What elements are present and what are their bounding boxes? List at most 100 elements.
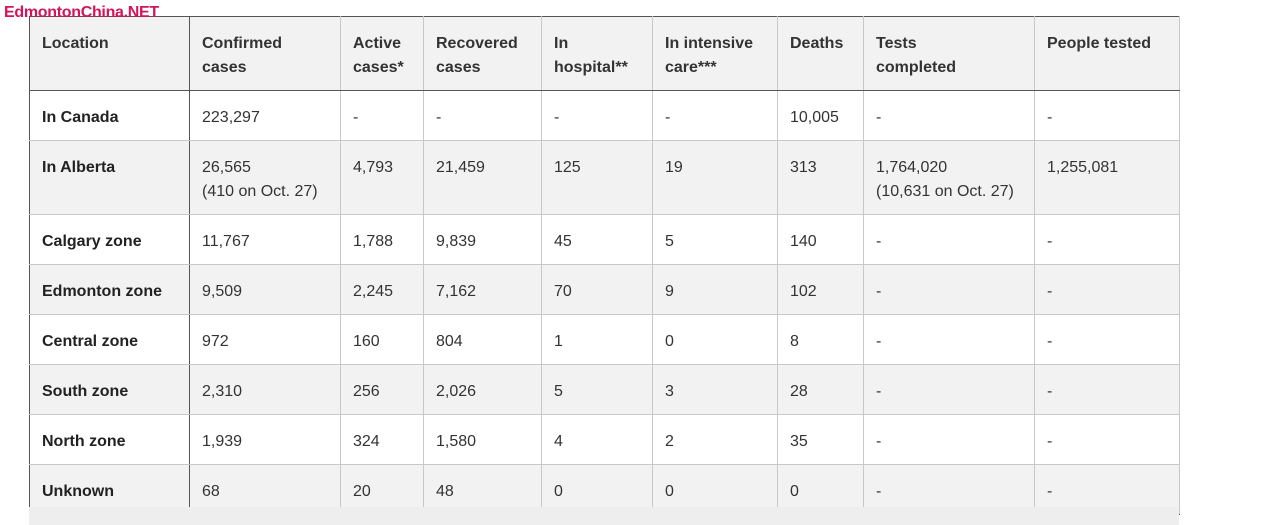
cell-tests: - <box>863 364 1035 415</box>
cell-deaths: 28 <box>777 364 864 415</box>
cell-confirmed: 26,565 (410 on Oct. 27) <box>189 140 341 215</box>
header-active-line2: cases* <box>353 59 404 76</box>
header-icu-line2: care*** <box>665 59 717 76</box>
cell-deaths: 313 <box>777 140 864 215</box>
cell-icu: 0 <box>652 314 778 365</box>
cell-confirmed: 9,509 <box>189 264 341 315</box>
cell-location: Unknown <box>29 464 190 515</box>
cell-people-tested: - <box>1034 464 1180 515</box>
cell-tests-daily: (10,631 on Oct. 27) <box>876 183 1014 200</box>
cell-tests: - <box>863 414 1035 465</box>
header-icu: In intensive care*** <box>652 16 778 91</box>
cell-recovered: 1,580 <box>423 414 542 465</box>
cell-location: In Canada <box>29 90 190 141</box>
cell-icu: 5 <box>652 214 778 265</box>
cell-recovered: 9,839 <box>423 214 542 265</box>
header-confirmed: Confirmed cases <box>189 16 341 91</box>
header-recovered-line2: cases <box>436 59 481 76</box>
header-people-tested: People tested <box>1034 16 1180 91</box>
cell-active: 256 <box>340 364 424 415</box>
cell-active: 1,788 <box>340 214 424 265</box>
table-row: Central zone 972 160 804 1 0 8 - - <box>29 314 1180 365</box>
cell-location: Central zone <box>29 314 190 365</box>
header-hospital: In hospital** <box>541 16 653 91</box>
cell-active: 2,245 <box>340 264 424 315</box>
header-active: Active cases* <box>340 16 424 91</box>
cell-hospital: 5 <box>541 364 653 415</box>
cell-people-tested: - <box>1034 214 1180 265</box>
cell-active: 324 <box>340 414 424 465</box>
cell-hospital: - <box>541 90 653 141</box>
cell-confirmed: 11,767 <box>189 214 341 265</box>
header-row: Location Confirmed cases Active cases* R… <box>29 16 1180 91</box>
table-header: Location Confirmed cases Active cases* R… <box>29 16 1180 91</box>
header-recovered-line1: Recovered <box>436 35 518 52</box>
cell-icu: - <box>652 90 778 141</box>
table-row: South zone 2,310 256 2,026 5 3 28 - - <box>29 364 1180 415</box>
cell-location: In Alberta <box>29 140 190 215</box>
cell-deaths: 10,005 <box>777 90 864 141</box>
cell-icu: 9 <box>652 264 778 315</box>
header-confirmed-line2: cases <box>202 59 247 76</box>
cell-hospital: 4 <box>541 414 653 465</box>
cell-tests: - <box>863 314 1035 365</box>
cell-tests: - <box>863 90 1035 141</box>
table-row: In Canada 223,297 - - - - 10,005 - - <box>29 90 1180 141</box>
header-active-line1: Active <box>353 35 402 52</box>
cell-people-tested: - <box>1034 364 1180 415</box>
cell-recovered: 2,026 <box>423 364 542 415</box>
header-tests-line1: Tests <box>876 35 917 52</box>
cell-recovered: 804 <box>423 314 542 365</box>
cell-deaths: 140 <box>777 214 864 265</box>
cell-hospital: 1 <box>541 314 653 365</box>
cell-confirmed-daily: (410 on Oct. 27) <box>202 183 318 200</box>
cell-hospital: 45 <box>541 214 653 265</box>
cell-tests-value: 1,764,020 <box>876 159 948 176</box>
table-row: Unknown 68 20 48 0 0 0 - - <box>29 464 1180 515</box>
header-hospital-line2: hospital** <box>554 59 628 76</box>
header-icu-line1: In intensive <box>665 35 754 52</box>
covid-stats-table-container: Location Confirmed cases Active cases* R… <box>29 16 1180 515</box>
cell-hospital: 125 <box>541 140 653 215</box>
table-row: Calgary zone 11,767 1,788 9,839 45 5 140… <box>29 214 1180 265</box>
cell-people-tested: - <box>1034 90 1180 141</box>
cell-hospital: 70 <box>541 264 653 315</box>
cell-icu: 0 <box>652 464 778 515</box>
cell-people-tested: - <box>1034 314 1180 365</box>
cell-tests: 1,764,020 (10,631 on Oct. 27) <box>863 140 1035 215</box>
cell-recovered: 21,459 <box>423 140 542 215</box>
header-hospital-line1: In <box>554 35 569 52</box>
cell-icu: 2 <box>652 414 778 465</box>
cell-icu: 3 <box>652 364 778 415</box>
cell-location: Edmonton zone <box>29 264 190 315</box>
cell-tests: - <box>863 264 1035 315</box>
cell-confirmed: 972 <box>189 314 341 365</box>
cell-deaths: 0 <box>777 464 864 515</box>
table-row: Edmonton zone 9,509 2,245 7,162 70 9 102… <box>29 264 1180 315</box>
header-deaths: Deaths <box>777 16 864 91</box>
cell-people-tested: 1,255,081 <box>1034 140 1180 215</box>
cell-confirmed: 68 <box>189 464 341 515</box>
cell-tests: - <box>863 214 1035 265</box>
cell-active: 4,793 <box>340 140 424 215</box>
table-row: In Alberta 26,565 (410 on Oct. 27) 4,793… <box>29 140 1180 215</box>
cell-active: 160 <box>340 314 424 365</box>
cell-confirmed: 1,939 <box>189 414 341 465</box>
cell-active: - <box>340 90 424 141</box>
cell-recovered: - <box>423 90 542 141</box>
table-row: North zone 1,939 324 1,580 4 2 35 - - <box>29 414 1180 465</box>
header-confirmed-line1: Confirmed <box>202 35 282 52</box>
cell-active: 20 <box>340 464 424 515</box>
cell-people-tested: - <box>1034 264 1180 315</box>
cell-location: South zone <box>29 364 190 415</box>
cell-hospital: 0 <box>541 464 653 515</box>
cell-recovered: 7,162 <box>423 264 542 315</box>
covid-stats-table: Location Confirmed cases Active cases* R… <box>29 16 1180 515</box>
cell-location: Calgary zone <box>29 214 190 265</box>
cell-location: North zone <box>29 414 190 465</box>
cell-icu: 19 <box>652 140 778 215</box>
watermark-logo: EdmontonChina.NET <box>4 4 159 21</box>
cell-deaths: 8 <box>777 314 864 365</box>
cell-deaths: 35 <box>777 414 864 465</box>
cell-confirmed-value: 26,565 <box>202 159 251 176</box>
